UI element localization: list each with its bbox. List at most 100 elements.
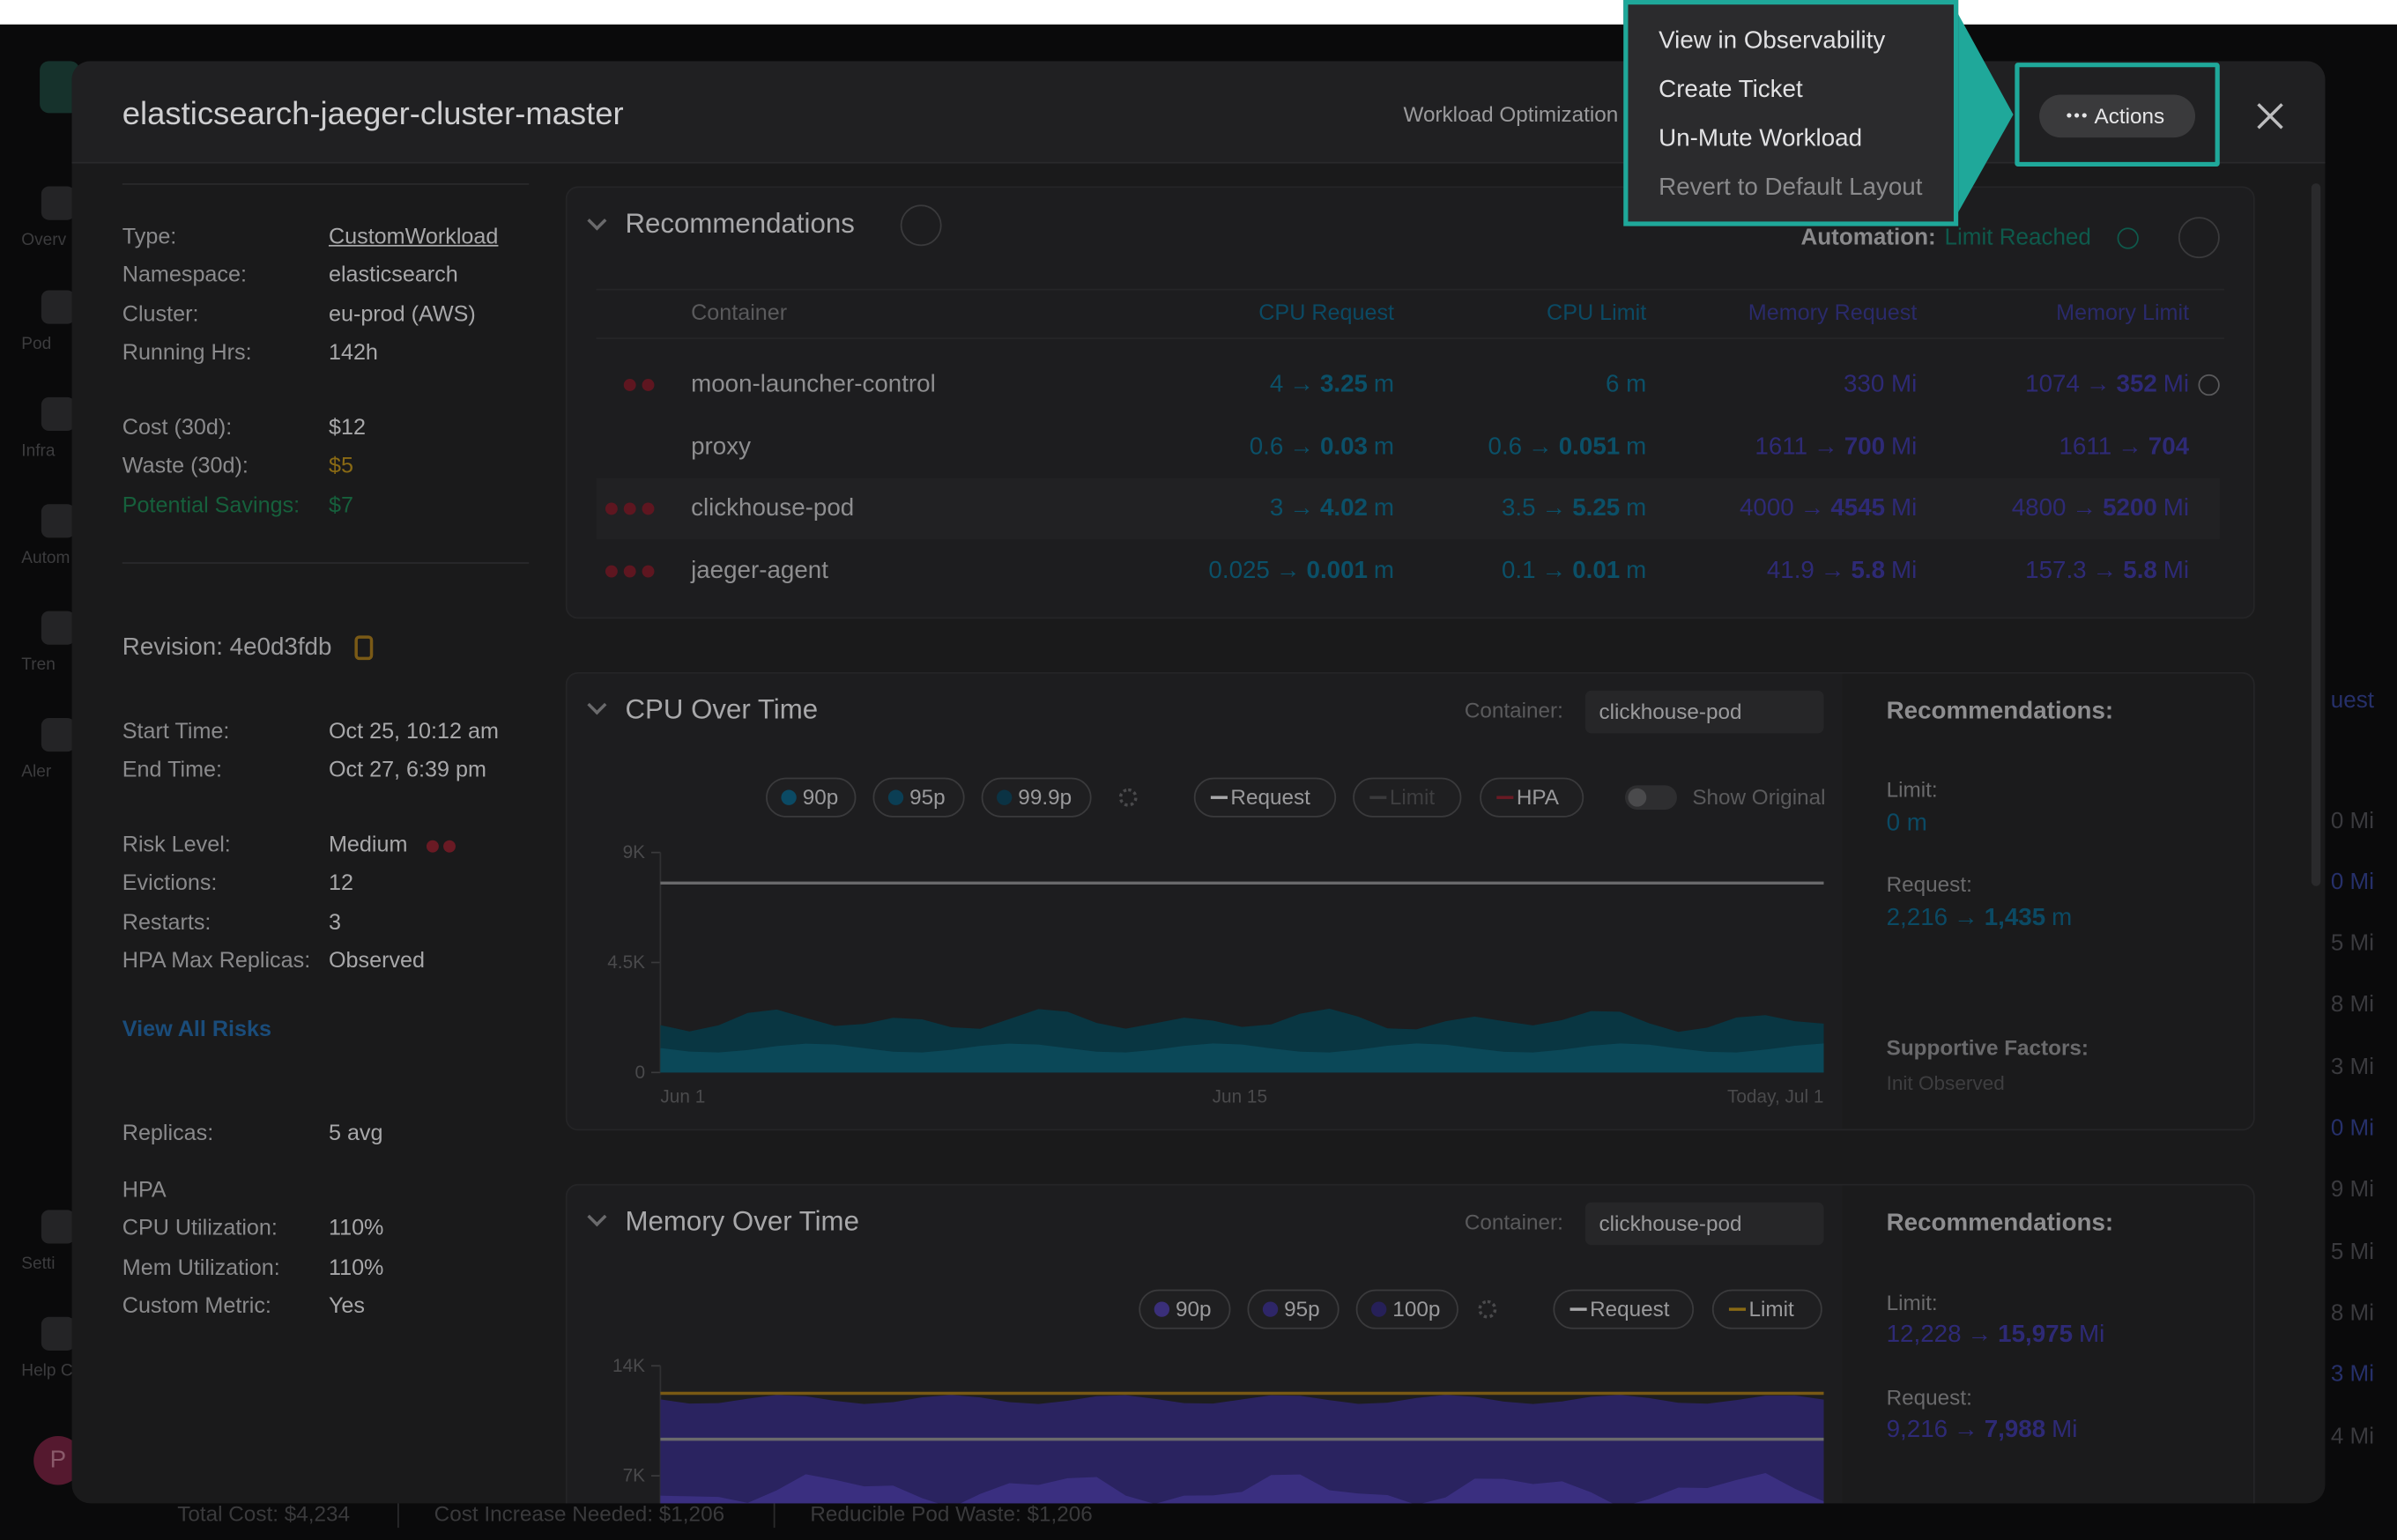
text-part: 0.001: [1306, 558, 1368, 585]
background-cell: 4 Mi: [2330, 1424, 2374, 1450]
background-cell: 0 Mi: [2330, 808, 2374, 834]
detail-label: CPU Utilization:: [122, 1216, 278, 1241]
gear-icon[interactable]: [1118, 788, 1138, 807]
detail-label: Mem Utilization:: [122, 1255, 280, 1281]
panel-side: [1842, 673, 2253, 1129]
table-cell: 6 m: [1606, 370, 1646, 399]
chip-dash: [1496, 796, 1514, 799]
container-name: jaeger-agent: [691, 558, 828, 585]
side-value: 2,216 → 1,435 m: [1887, 904, 2073, 933]
side-label: Limit:: [1886, 776, 1938, 802]
actions-button[interactable]: [2039, 94, 2196, 138]
text-part: →: [1814, 434, 1838, 461]
detail-value: 3: [328, 911, 341, 936]
select[interactable]: [1584, 1202, 1824, 1246]
panel-title: Memory Over Time: [625, 1205, 859, 1237]
table-cell: 0.6 → 0.051 m: [1488, 433, 1647, 462]
detail-value: 142h: [328, 341, 378, 366]
text-part: 15,975: [1998, 1322, 2074, 1349]
nav-label: Autom: [21, 549, 70, 568]
detail-value: Observed: [328, 949, 426, 974]
detail-label: Type:: [122, 225, 177, 250]
chip[interactable]: [872, 777, 965, 818]
detail-value: Yes: [328, 1294, 365, 1320]
chip-label: 99.9p: [1018, 784, 1072, 810]
menu-item[interactable]: View in Observability: [1659, 27, 1886, 55]
nav-icon: [41, 290, 76, 324]
text-part: 3.25: [1319, 372, 1368, 398]
chip-label: Request: [1230, 784, 1310, 810]
select-label: Container:: [1464, 1209, 1563, 1234]
panel-side: [1842, 1185, 2253, 1504]
side-label: Request:: [1886, 1385, 1972, 1410]
text-part: 157.3: [2025, 558, 2087, 585]
menu-item[interactable]: Un-Mute Workload: [1659, 125, 1863, 152]
text-part: 1611: [2059, 434, 2112, 461]
text-part: m: [1373, 434, 1395, 461]
text-part: m: [1373, 372, 1395, 398]
text-part: Mi: [1891, 434, 1918, 461]
view-all-risks[interactable]: View All Risks: [122, 1018, 271, 1043]
detail-label: Start Time:: [122, 720, 230, 745]
chip-dash: [1570, 1307, 1587, 1311]
chip[interactable]: [1139, 1289, 1231, 1329]
toggle-label: Show Original: [1692, 784, 1826, 810]
menu-item[interactable]: Create Ticket: [1659, 77, 1803, 103]
footer-stat: Reducible Pod Waste: $1,206: [810, 1500, 1093, 1526]
chip[interactable]: [1247, 1289, 1340, 1329]
chip-dash: [1728, 1307, 1747, 1311]
background-cell: 3 Mi: [2330, 1361, 2374, 1388]
chip[interactable]: [766, 777, 857, 818]
background-cell: uest: [2330, 687, 2374, 714]
dot: [2074, 113, 2080, 118]
select-value: clickhouse-pod: [1599, 1211, 1742, 1236]
text-part: Mi: [1891, 495, 1918, 522]
detail-value: elasticsearch: [328, 263, 458, 288]
risk-dot: [605, 502, 618, 515]
detail-value: Oct 25, 10:12 am: [328, 720, 499, 745]
select[interactable]: [1584, 690, 1824, 734]
dot: [2067, 113, 2072, 118]
gear-icon[interactable]: [1478, 1299, 1497, 1319]
text-part: →: [2072, 495, 2097, 522]
row-highlight: [596, 478, 2220, 540]
detail-label: Risk Level:: [122, 833, 231, 858]
settings-icon[interactable]: [2178, 217, 2220, 259]
text-part: 4545: [1830, 495, 1886, 522]
divider: [122, 562, 530, 564]
text-part: m: [2052, 905, 2073, 931]
code-icon[interactable]: [900, 204, 942, 247]
text-part: 4800: [2011, 495, 2067, 522]
side-value: 12,228 → 15,975 Mi: [1887, 1321, 2105, 1350]
detail-label: Evictions:: [122, 870, 218, 896]
risk-dot: [623, 379, 636, 391]
chip-label: 95p: [909, 784, 946, 810]
detail-label: Cost (30d):: [122, 416, 233, 441]
text-part: 4000: [1739, 495, 1794, 522]
text-part: 9,216: [1886, 1417, 1948, 1443]
y-tick-label: 9K: [622, 841, 646, 863]
text-part: →: [1289, 495, 1315, 522]
revision: Revision: 4e0d3fdb: [122, 634, 332, 661]
table-cell: 157.3 → 5.8 Mi: [2025, 557, 2189, 586]
nav-icon: [41, 611, 76, 645]
detail-label: Waste (30d):: [122, 454, 249, 479]
risk-dot: [642, 502, 655, 515]
chip-dot: [887, 789, 904, 805]
chip-label: 90p: [1175, 1296, 1212, 1322]
text-part: Mi: [1891, 558, 1918, 585]
background-cell: 0 Mi: [2330, 1114, 2374, 1142]
table-cell: 4 → 3.25 m: [1270, 370, 1394, 399]
text-part: 41.9: [1766, 558, 1814, 585]
menu-item[interactable]: Revert to Default Layout: [1659, 174, 1923, 201]
container-name: moon-launcher-control: [691, 372, 936, 398]
text-part: 2,216: [1886, 905, 1948, 931]
detail-value: 110%: [328, 1216, 384, 1241]
status-icon: [2117, 227, 2139, 249]
text-part: 4.02: [1319, 495, 1368, 522]
column-header: CPU Limit: [1547, 301, 1647, 326]
text-part: 3.5: [1501, 495, 1536, 522]
risk-dot: [642, 565, 655, 578]
